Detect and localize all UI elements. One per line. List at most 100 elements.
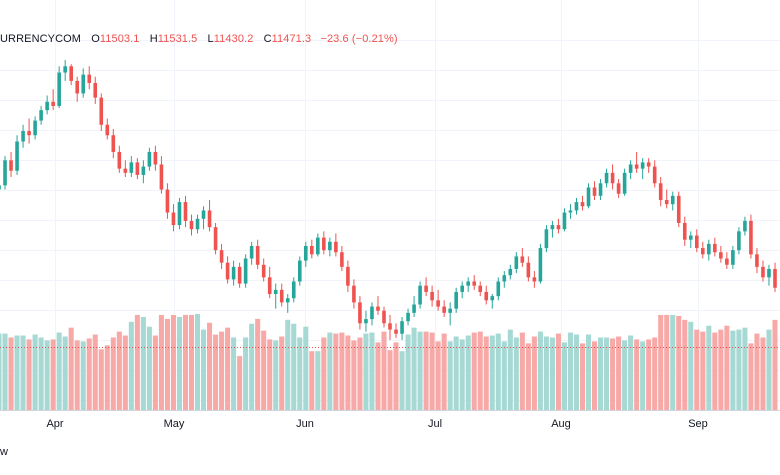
candle (364, 310, 368, 332)
volume-bar (339, 332, 345, 410)
candle-body (267, 277, 272, 295)
candle-body (652, 166, 657, 184)
candle-body (694, 235, 699, 249)
candle-body (159, 164, 164, 190)
volume-bar (201, 329, 207, 410)
candle (502, 271, 507, 288)
candle (562, 208, 567, 232)
candle (27, 118, 31, 144)
volume-bar (489, 335, 495, 410)
volume-bar (351, 340, 357, 410)
candle-body (658, 183, 663, 200)
volume-bar (435, 341, 441, 410)
candle-body (761, 266, 765, 278)
candle-body (454, 291, 458, 309)
candle-body (195, 218, 200, 230)
volume-bar (194, 313, 201, 410)
volume-bar (56, 332, 62, 410)
candle (297, 256, 302, 286)
volume-bar (604, 337, 610, 410)
volume-bar (579, 343, 586, 410)
candle (532, 271, 537, 288)
volume-bar (501, 341, 507, 410)
candle (694, 229, 699, 253)
candle-body (3, 160, 7, 186)
candle-body (538, 248, 543, 282)
volume-bar (255, 318, 261, 410)
candle (334, 233, 338, 257)
candle-body (442, 306, 446, 313)
candle (316, 233, 320, 257)
x-tick-label: Apr (46, 418, 63, 430)
volume-bar (104, 345, 110, 410)
candle (261, 258, 266, 282)
candle-body (213, 227, 218, 251)
volume-bar (279, 336, 285, 410)
volume-bar (267, 339, 273, 410)
candle (454, 287, 458, 313)
candle-body (400, 321, 404, 334)
high-label: H (149, 33, 158, 45)
open-label: O (91, 33, 100, 45)
candle (225, 256, 230, 284)
candle-body (713, 243, 717, 253)
candle (147, 147, 152, 171)
candle (743, 216, 747, 236)
volume-bar (405, 334, 411, 410)
candle (322, 231, 326, 255)
candle-body (562, 212, 567, 230)
candle-body (93, 82, 98, 98)
candle (448, 302, 452, 326)
candle (279, 283, 284, 307)
candle (141, 160, 146, 184)
candle (340, 245, 344, 272)
volume-bar (333, 333, 339, 410)
candle (183, 195, 188, 228)
candle (39, 105, 43, 125)
candle-body (731, 250, 735, 265)
candle (21, 124, 25, 148)
candle (418, 281, 422, 309)
volume-bar (110, 337, 116, 410)
candle (255, 239, 260, 269)
candle (556, 218, 561, 234)
volume-bar (754, 333, 760, 410)
volume-bar (387, 350, 393, 410)
candle (725, 252, 729, 269)
open-value: 11503.1 (99, 33, 140, 45)
candle-body (33, 120, 37, 136)
candle (550, 220, 555, 238)
candle (713, 237, 717, 257)
candle-body (628, 164, 633, 173)
volume-bar (700, 331, 706, 410)
candle-body (316, 237, 320, 255)
volume-bar (736, 329, 742, 410)
candle-body (472, 281, 477, 286)
candle (574, 197, 579, 215)
candle (75, 76, 80, 102)
volume-bar (399, 351, 405, 410)
candle-body (99, 97, 104, 125)
candle-body (550, 225, 555, 230)
candle-body (51, 101, 55, 106)
volume-bar (712, 332, 718, 410)
volume-bar (207, 322, 213, 410)
volume-bar (2, 333, 8, 410)
x-tick-label: Jun (296, 418, 314, 430)
candle-body (719, 252, 723, 259)
candles (0, 60, 777, 340)
candle-body (490, 296, 495, 301)
candle (358, 296, 362, 330)
candle-body (322, 237, 326, 251)
candle (598, 179, 603, 200)
low-value: 11430.2 (213, 33, 254, 45)
volume-bar (98, 349, 104, 410)
candle (707, 239, 711, 261)
candle (310, 239, 314, 259)
volume-bar (158, 314, 164, 410)
candle (442, 300, 446, 318)
volume-bar (285, 319, 291, 410)
candle (346, 260, 350, 292)
